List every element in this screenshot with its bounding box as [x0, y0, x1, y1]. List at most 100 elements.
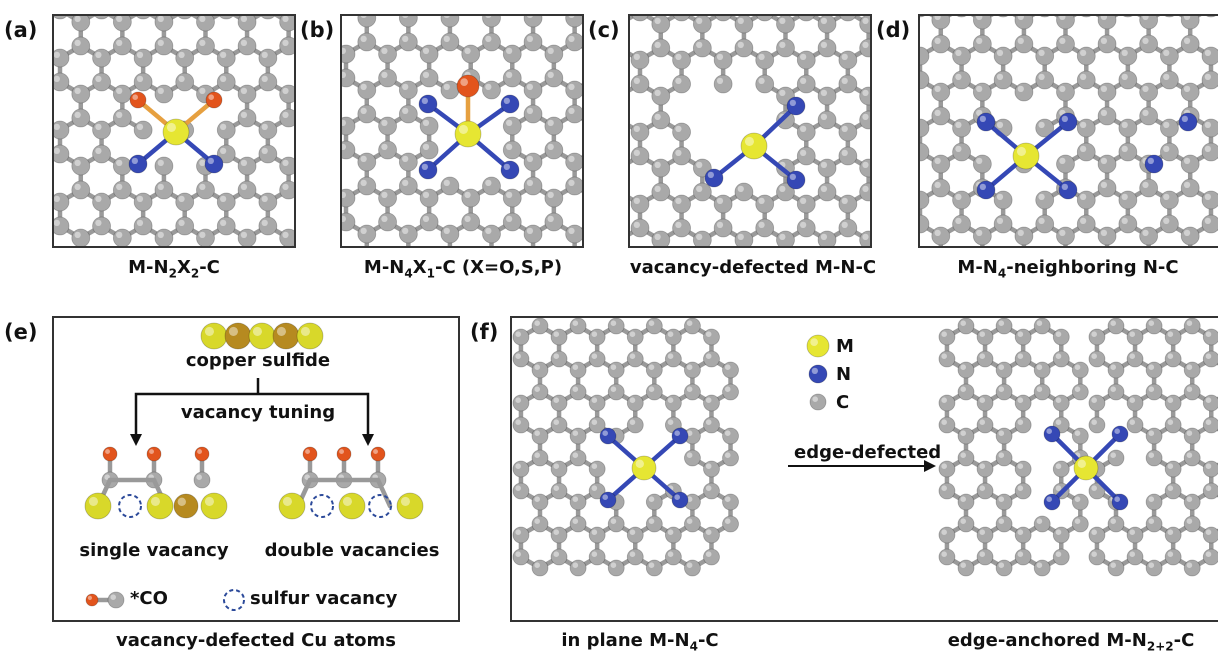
carbon-atom [722, 493, 739, 511]
carbon-atom [357, 32, 377, 52]
legend-co-oxygen [85, 593, 99, 607]
co-oxygen [302, 446, 318, 462]
carbon-atom [237, 108, 257, 128]
carbon-atom [1052, 460, 1070, 478]
carbon-atom [957, 515, 975, 533]
legend-m-label: M [836, 336, 854, 357]
carbon-atom [645, 361, 663, 379]
carbon-atom [154, 36, 174, 56]
carbon-atom [776, 16, 795, 34]
carbon-atom [1160, 46, 1179, 66]
carbon-atom [651, 230, 671, 246]
carbon-atom [645, 559, 663, 577]
carbon-atom [177, 16, 192, 20]
carbon-atom [196, 16, 215, 32]
carbon-atom [588, 526, 606, 544]
caption-b-sub1: 4 [404, 266, 413, 281]
carbon-atom [1201, 118, 1218, 138]
carbon-atom [1071, 427, 1089, 445]
sulfur-vacancy-legend-label: sulfur vacancy [250, 588, 398, 609]
carbon-atom [1076, 190, 1096, 210]
carbon-atom [1088, 526, 1106, 544]
carbon-atom [630, 50, 650, 70]
carbon-atom [859, 110, 870, 130]
structure-d [920, 16, 1218, 246]
arrow-head-right [362, 434, 374, 446]
carbon-atom [1145, 559, 1163, 577]
carbon-atom [703, 548, 720, 566]
carbon-atom [1107, 515, 1125, 533]
copper-sulfide-label: copper sulfide [185, 350, 331, 371]
carbon-atom [419, 212, 439, 232]
carbon-atom [703, 482, 720, 500]
carbon-atom [1033, 383, 1051, 401]
carbon-atom [993, 46, 1013, 66]
carbon-atom [838, 50, 858, 70]
carbon-atom [154, 84, 174, 104]
carbon-atom [755, 74, 775, 94]
carbon-atom [1076, 70, 1096, 90]
carbon-atom [976, 460, 994, 478]
x-atom [205, 91, 223, 109]
carbon-atom [531, 559, 549, 577]
carbon-atom [1183, 383, 1201, 401]
carbon-atom [1183, 449, 1201, 467]
caption-b-part2: X [412, 257, 427, 278]
carbon-atom [357, 104, 377, 124]
carbon-atom [342, 68, 356, 88]
carbon-atom [1088, 482, 1106, 500]
carbon-atom [952, 118, 971, 138]
carbon-atom [796, 146, 816, 166]
carbon-atom [1164, 460, 1182, 478]
panel-b-label: (b) [300, 18, 335, 42]
carbon-atom [995, 515, 1013, 533]
carbon-atom [1088, 394, 1106, 412]
caption-a: M-N2X2-C [52, 257, 296, 280]
vacancy-scheme [84, 322, 424, 611]
carbon-atom [938, 460, 956, 478]
carbon-atom [931, 226, 951, 246]
metal-atom [454, 120, 482, 148]
carbon-atom [1035, 118, 1055, 138]
carbon-atom [550, 482, 568, 500]
carbon-atom [569, 361, 587, 379]
carbon-atom [258, 120, 278, 140]
carbon-atom [972, 16, 992, 30]
carbon-atom [1160, 190, 1179, 210]
caption-e: vacancy-defected Cu atoms [115, 630, 397, 651]
carbon-atom [237, 228, 257, 246]
nitrogen-atom [976, 180, 996, 200]
panel-f: M N C edge-defected [510, 316, 1218, 622]
single-vacancy-label: single vacancy [79, 540, 229, 561]
sulfur-atom [248, 322, 276, 350]
carbon-atom [512, 328, 530, 346]
carbon-atom [734, 230, 754, 246]
caption-d-sub1: 4 [997, 266, 1007, 281]
carbon-atom [952, 214, 971, 234]
carbon-atom [237, 156, 257, 176]
carbon-atom [565, 104, 582, 124]
carbon-atom [482, 16, 501, 28]
panel-e: copper sulfide vacancy tuning single vac… [52, 316, 460, 622]
carbon-atom [1126, 416, 1144, 434]
carbon-atom [569, 559, 587, 577]
carbon-atom [523, 16, 543, 28]
carbon-atom [357, 80, 377, 100]
carbon-atom [1014, 328, 1032, 346]
carbon-atom [607, 383, 625, 401]
carbon-atom [279, 156, 294, 176]
carbon-atom [398, 104, 418, 124]
carbon-atom [378, 212, 397, 232]
carbon-atom [995, 361, 1013, 379]
carbon-atom [673, 16, 691, 22]
caption-f-right-part1: edge-anchored M-N [947, 630, 1147, 651]
carbon-atom [378, 140, 397, 160]
carbon-atom [631, 16, 649, 22]
carbon-atom [1139, 34, 1159, 54]
carbon-atom [1056, 154, 1075, 174]
caption-f-right: edge-anchored M-N2+2-C [924, 630, 1218, 653]
carbon-atom [1145, 493, 1163, 511]
carbon-atom [1118, 190, 1138, 210]
carbon-atom [565, 16, 582, 28]
carbon-atom [216, 144, 236, 164]
